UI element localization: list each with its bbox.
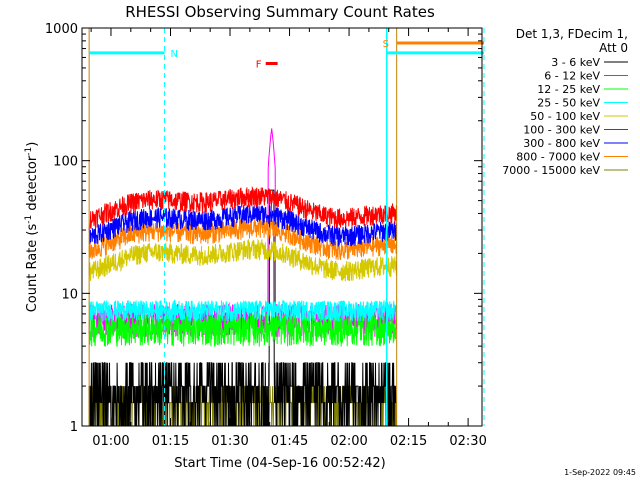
plot-frame bbox=[81, 27, 483, 427]
legend-header-line1: Det 1,3, FDecim 1, bbox=[516, 27, 628, 41]
legend-header-line2: Att 0 bbox=[599, 41, 628, 55]
legend-label-3: 25 - 50 keV bbox=[537, 97, 600, 110]
y-axis-label-sup2: -1 bbox=[24, 147, 34, 156]
x-tick-label: 01:45 bbox=[271, 434, 308, 449]
y-axis-label-main: Count Rate (s bbox=[25, 224, 40, 313]
legend-label-4: 50 - 100 keV bbox=[530, 110, 600, 123]
series-line-2 bbox=[88, 312, 397, 347]
x-tick-label: 02:00 bbox=[330, 434, 367, 449]
y-axis-label-mid: detector bbox=[25, 155, 40, 215]
x-tick-label: 02:15 bbox=[390, 434, 427, 449]
series-line-6 bbox=[88, 203, 397, 247]
x-axis: 01:00 01:15 01:30 01:45 02:00 02:15 02:30 bbox=[90, 28, 487, 449]
y-axis-label: Count Rate (s-1 detector-1) bbox=[24, 142, 40, 313]
y-tick-label: 1 bbox=[70, 420, 78, 435]
series-line-4 bbox=[88, 238, 397, 282]
annotation-label-N: N bbox=[171, 49, 178, 60]
legend-label-2: 12 - 25 keV bbox=[537, 83, 600, 96]
legend-label-5: 100 - 300 keV bbox=[523, 124, 600, 137]
x-tick-label: 01:15 bbox=[152, 434, 189, 449]
chart-title: RHESSI Observing Summary Count Rates bbox=[125, 3, 435, 21]
y-tick-label: 100 bbox=[53, 155, 78, 170]
legend-label-6: 300 - 800 keV bbox=[523, 137, 600, 150]
x-tick-label: 01:30 bbox=[211, 434, 248, 449]
y-tick-label: 1000 bbox=[45, 22, 78, 37]
x-tick-label: 01:00 bbox=[92, 434, 129, 449]
series-line-5 bbox=[88, 186, 397, 231]
y-axis: 1 10 100 1000 bbox=[45, 22, 482, 435]
y-axis-label-end: ) bbox=[25, 142, 40, 147]
series-line-0 bbox=[88, 189, 397, 427]
footer-timestamp: 1-Sep-2022 09:45 bbox=[564, 468, 636, 477]
legend-label-0: 3 - 6 keV bbox=[551, 56, 600, 69]
x-axis-label: Start Time (04-Sep-16 00:52:42) bbox=[174, 456, 385, 471]
y-tick-label: 10 bbox=[61, 287, 78, 302]
series-line-7 bbox=[88, 218, 397, 261]
y-axis-label-sup1: -1 bbox=[24, 215, 34, 224]
legend-label-8: 7000 - 15000 keV bbox=[502, 164, 600, 177]
annotation-label-F: F bbox=[256, 60, 262, 71]
legend-label-7: 800 - 7000 keV bbox=[516, 151, 600, 164]
x-tick-label: 02:30 bbox=[449, 434, 486, 449]
legend-label-1: 6 - 12 keV bbox=[544, 70, 600, 83]
series-line-3 bbox=[88, 299, 397, 322]
annotation-overlays: N S F bbox=[88, 28, 485, 426]
series-marks bbox=[88, 128, 397, 427]
annotation-label-S: S bbox=[383, 39, 389, 50]
